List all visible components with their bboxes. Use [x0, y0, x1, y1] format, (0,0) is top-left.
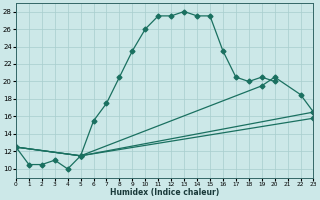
X-axis label: Humidex (Indice chaleur): Humidex (Indice chaleur) [110, 188, 219, 197]
